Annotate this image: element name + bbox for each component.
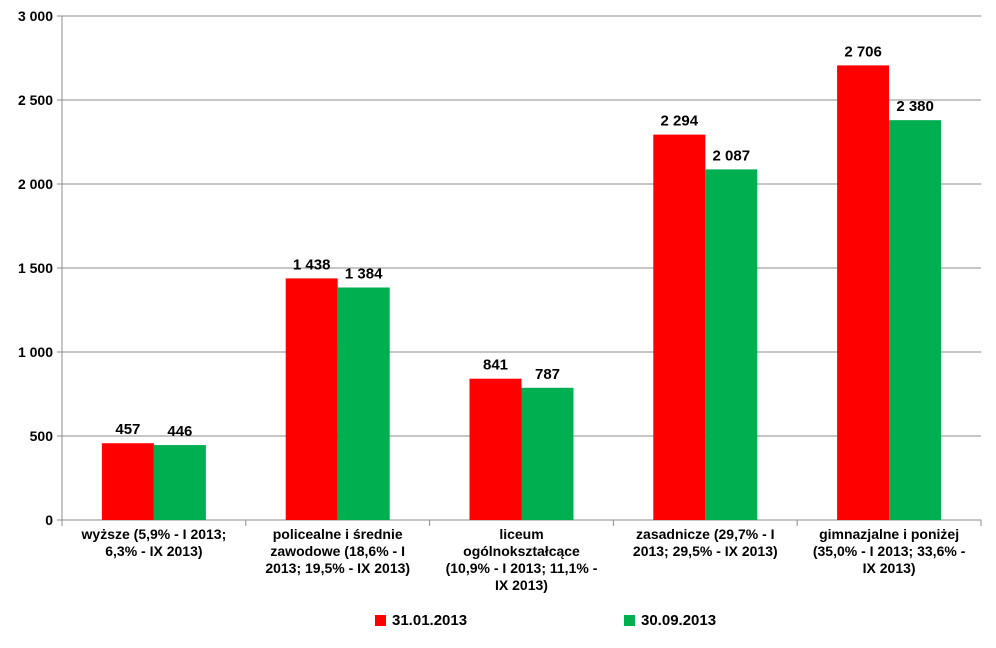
bar-2-5 — [889, 120, 942, 520]
legend-swatch-red — [375, 615, 386, 626]
legend-item-series-2: 30.09.2013 — [624, 612, 716, 629]
legend-label-series-2: 30.09.2013 — [641, 612, 717, 629]
y-tick-label: 1 000 — [18, 344, 53, 360]
y-tick-label: 2 500 — [18, 92, 53, 108]
x-category-label-line: (35,0% - I 2013; 33,6% - — [813, 543, 966, 559]
x-category-label: zasadnicze (29,7% - I 2013; 29,5% - IX 20… — [633, 526, 778, 559]
x-category-label: wyższe (5,9% - I 2013; 6,3% - IX 2013) — [81, 526, 227, 559]
x-category-label-line: zawodowe (18,6% - I — [270, 543, 405, 559]
y-tick-label: 1 500 — [18, 260, 53, 276]
bar-1-3 — [469, 378, 522, 520]
y-tick-label: 500 — [30, 428, 54, 444]
x-category-label-line: gimnazjalne i poniżej — [819, 526, 959, 542]
x-category-label-line: IX 2013) — [863, 560, 916, 576]
x-category-label-line: 2013; 29,5% - IX 2013) — [633, 543, 778, 559]
data-label: 2 294 — [661, 113, 699, 130]
data-label: 787 — [535, 366, 560, 383]
y-tick-label: 2 000 — [18, 176, 53, 192]
x-category-label-line: 6,3% - IX 2013) — [105, 543, 202, 559]
legend-swatch-green — [624, 615, 635, 626]
legend-label-series-1: 31.01.2013 — [392, 612, 468, 629]
data-label: 457 — [115, 421, 140, 438]
x-category-label-line: wyższe (5,9% - I 2013; — [81, 526, 227, 542]
y-tick-label: 3 000 — [18, 8, 53, 24]
x-category-label-line: 2013; 19,5% - IX 2013) — [265, 560, 410, 576]
bar-2-1 — [153, 445, 206, 520]
x-category-label-line: liceum — [499, 526, 543, 542]
legend-item-series-1: 31.01.2013 — [375, 612, 467, 629]
data-label: 1 384 — [345, 265, 383, 282]
bar-1-4 — [653, 134, 706, 520]
data-label: 841 — [483, 357, 508, 374]
bar-1-2 — [285, 278, 338, 520]
data-label: 446 — [167, 423, 192, 440]
data-label: 1 438 — [293, 256, 331, 273]
bar-chart: 0 500 1 000 1 500 2 000 2 500 3 000 457 446 wyższ… — [18, 8, 982, 593]
x-category-label: liceum ogólnokształcące (10,9% - I 2013; 1… — [446, 526, 598, 593]
x-category-label-line: zasadnicze (29,7% - I — [636, 526, 775, 542]
x-category-label-line: ogólnokształcące — [463, 543, 580, 559]
bar-1-5 — [837, 65, 890, 520]
y-tick-label: 0 — [45, 512, 53, 528]
bar-2-2 — [337, 287, 390, 520]
data-label: 2 380 — [896, 98, 934, 115]
x-category-label: gimnazjalne i poniżej (35,0% - I 2013; 33… — [813, 526, 966, 576]
x-category-label-line: IX 2013) — [495, 577, 548, 593]
x-category-label-line: policealne i średnie — [273, 526, 403, 542]
data-label: 2 706 — [844, 43, 882, 60]
x-category-label-line: (10,9% - I 2013; 11,1% - — [446, 560, 598, 576]
legend: 31.01.2013 30.09.2013 — [0, 612, 996, 636]
bar-2-3 — [521, 387, 574, 520]
bar-1-1 — [101, 443, 154, 520]
data-label: 2 087 — [713, 147, 751, 164]
bar-2-4 — [705, 169, 758, 520]
